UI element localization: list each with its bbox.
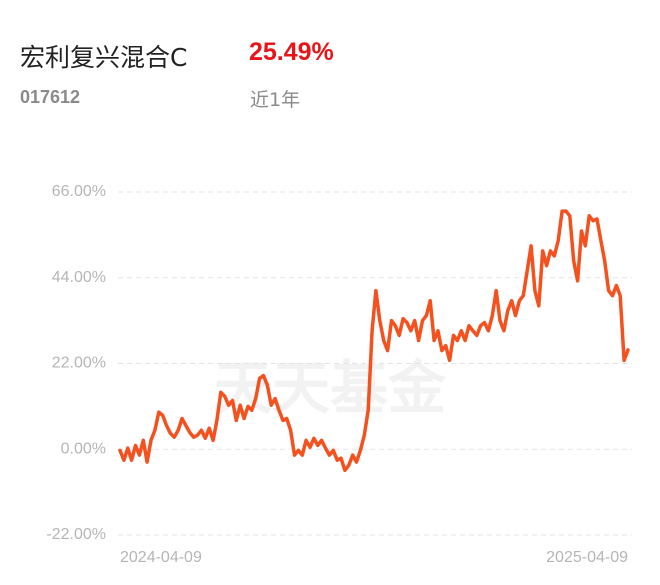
- fund-name: 宏利复兴混合C: [20, 43, 188, 72]
- x-tick-label: 2025-04-09: [546, 549, 628, 566]
- y-tick-label: 22.00%: [52, 355, 106, 372]
- period: 近1年: [250, 89, 301, 111]
- y-tick-label: 66.00%: [52, 183, 106, 200]
- line: [118, 209, 630, 473]
- y-tick-label: 44.00%: [52, 269, 106, 286]
- fund-return: 25.49%: [249, 38, 334, 66]
- watermark: 天天基金: [214, 354, 447, 422]
- fund-code: 017612: [20, 87, 81, 107]
- x-tick-label: 2024-04-09: [120, 549, 202, 566]
- y-tick-label: -22.00%: [46, 526, 106, 543]
- y-tick-label: 0.00%: [61, 440, 106, 457]
